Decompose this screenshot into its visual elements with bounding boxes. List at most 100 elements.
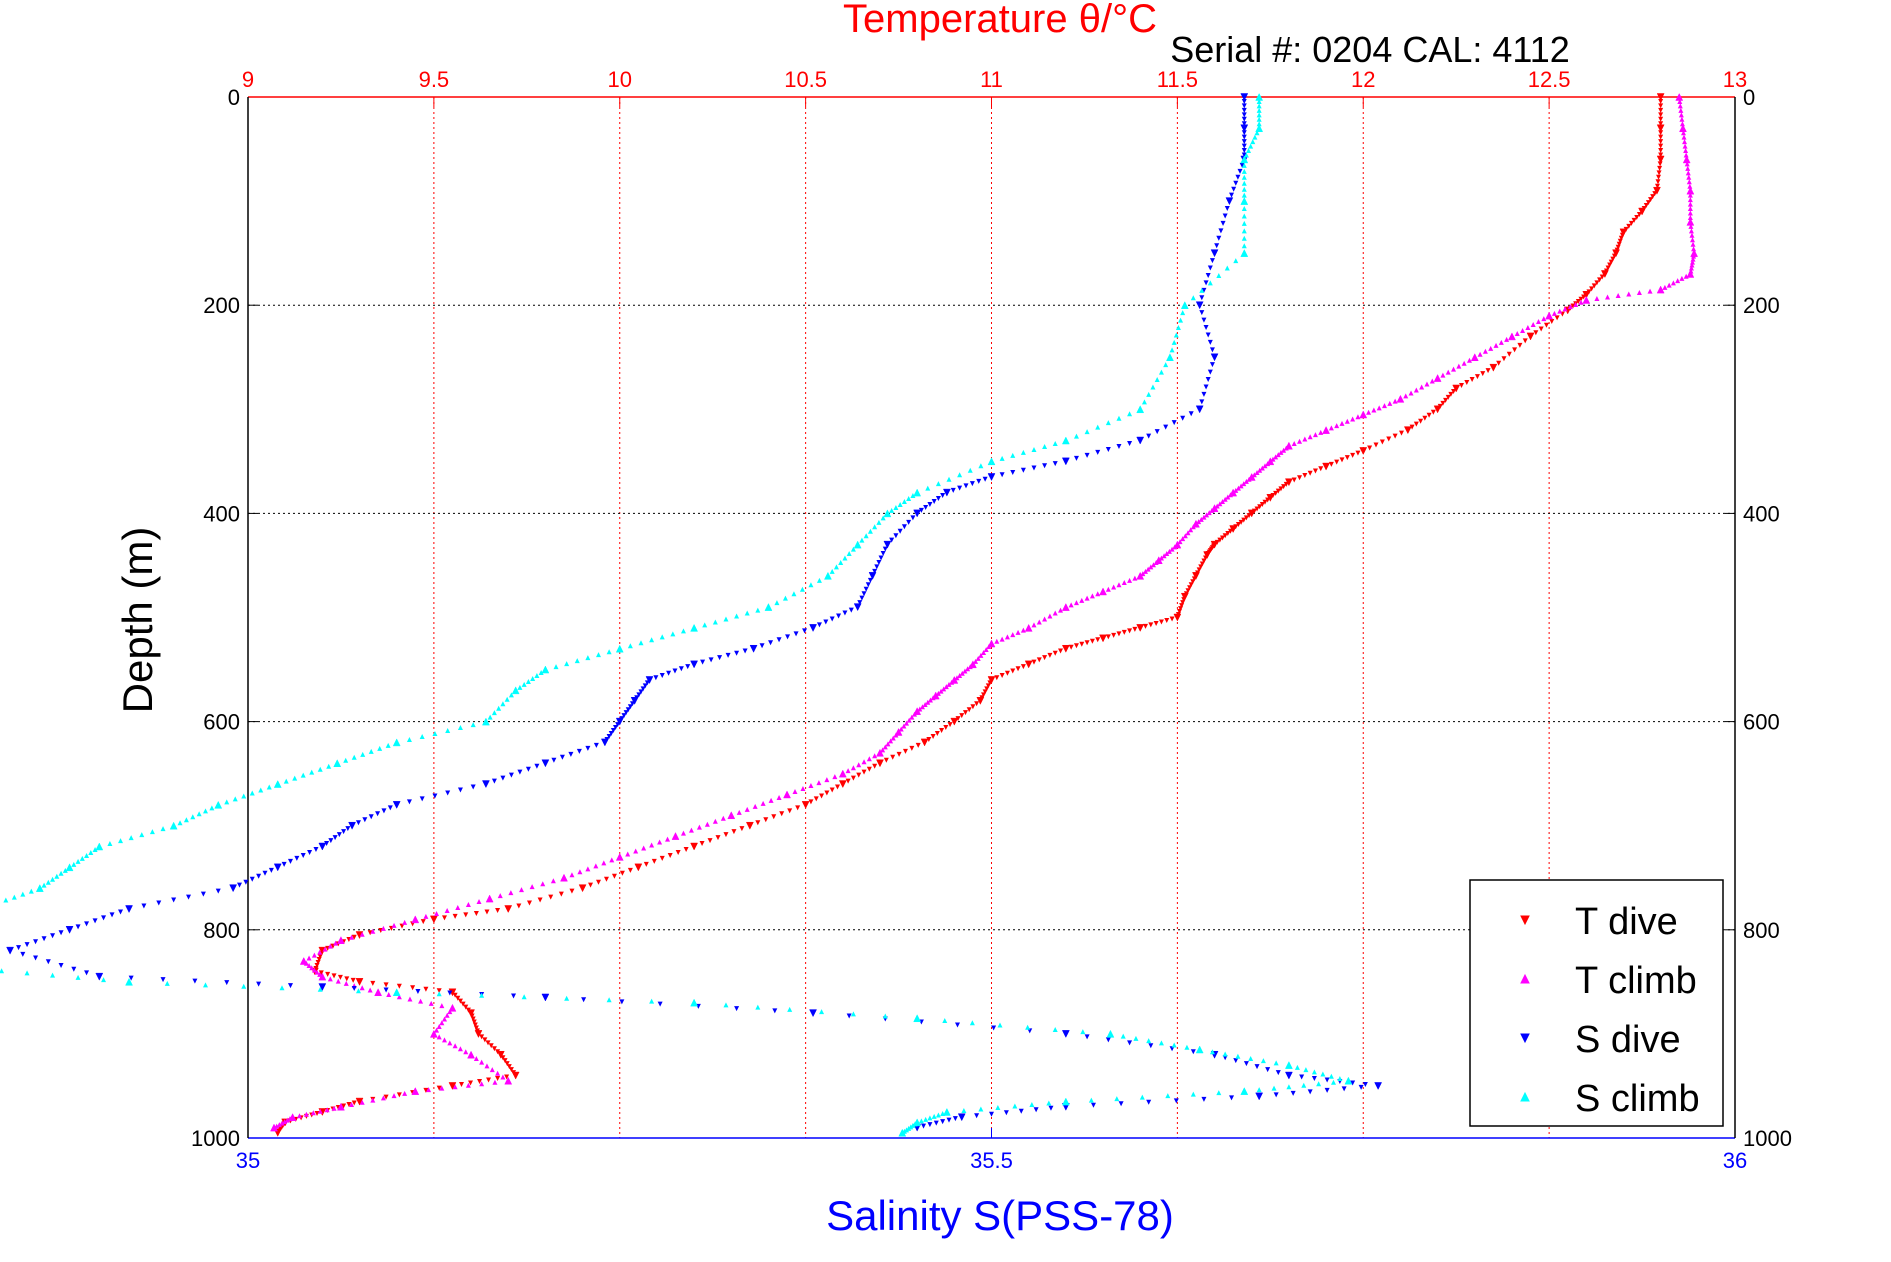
- data-point-interp: [1241, 148, 1247, 154]
- data-point-interp: [1418, 418, 1424, 424]
- data-point-interp: [1080, 1029, 1086, 1035]
- data-point-interp: [619, 999, 625, 1005]
- data-point-interp: [473, 1055, 479, 1061]
- data-point-interp: [723, 832, 729, 838]
- data-point-interp: [1648, 197, 1654, 203]
- data-point-interp: [627, 704, 633, 710]
- data-point-interp: [842, 555, 848, 561]
- data-point-interp: [1173, 332, 1179, 338]
- data-point-interp: [588, 882, 594, 888]
- data-point-interp: [317, 1108, 323, 1114]
- data-point-interp: [92, 846, 98, 852]
- data-point-interp: [391, 1093, 397, 1099]
- data-point-interp: [1220, 499, 1226, 505]
- data-point-interp: [1278, 486, 1284, 492]
- data-point-interp: [1328, 461, 1334, 467]
- data-point-interp: [927, 697, 933, 703]
- data-point-interp: [350, 977, 356, 983]
- data-point-interp: [1658, 134, 1664, 140]
- data-point-interp: [1012, 1103, 1018, 1109]
- data-point-interp: [1656, 174, 1662, 180]
- data-point-interp: [918, 1118, 924, 1124]
- data-point-interp: [1658, 107, 1664, 113]
- data-point-interp: [1683, 152, 1689, 158]
- data-point-interp: [1551, 310, 1557, 316]
- data-point-interp: [585, 866, 591, 872]
- data-point-interp: [568, 751, 574, 757]
- data-point-interp: [1259, 501, 1265, 507]
- data-point-interp: [723, 616, 729, 622]
- data-point-interp: [281, 861, 287, 867]
- data-point-interp: [898, 726, 904, 732]
- data-point-interp: [1241, 107, 1247, 113]
- data-point-interp: [957, 672, 963, 678]
- data-point-interp: [33, 939, 39, 945]
- data-point-interp: [1677, 103, 1683, 109]
- data-point-interp: [1199, 287, 1205, 293]
- data-point-interp: [333, 940, 339, 946]
- bottom-tick-label: 35.5: [970, 1148, 1013, 1173]
- data-point-interp: [931, 499, 937, 505]
- data-point-interp: [1218, 228, 1224, 234]
- data-point-interp: [883, 757, 889, 763]
- data-point-interp: [311, 967, 317, 973]
- data-point-interp: [508, 890, 514, 896]
- data-point-interp: [1231, 186, 1237, 192]
- data-point-interp: [224, 980, 230, 986]
- data-point-interp: [460, 1001, 466, 1007]
- data-point-interp: [351, 986, 357, 992]
- data-point-interp: [976, 478, 982, 484]
- data-point-interp: [670, 631, 676, 637]
- data-point-interp: [402, 1090, 408, 1096]
- data-point: [541, 993, 550, 1002]
- data-point: [868, 572, 877, 580]
- data-point-interp: [1283, 445, 1289, 451]
- data-point-interp: [906, 519, 912, 525]
- data-point-interp: [1010, 470, 1016, 476]
- legend-marker: [1520, 1091, 1530, 1102]
- data-point-interp: [1220, 535, 1226, 541]
- data-point-interp: [241, 793, 247, 799]
- data-point-interp: [1042, 463, 1048, 469]
- data-point-interp: [1690, 256, 1696, 262]
- data-point-interp: [370, 980, 376, 986]
- data-point-interp: [200, 891, 206, 897]
- legend-box: [1469, 879, 1724, 1127]
- data-point-interp: [593, 863, 599, 869]
- data-point-interp: [856, 762, 862, 768]
- data-point-interp: [118, 909, 124, 915]
- data-point-interp: [328, 838, 334, 844]
- x-axis-label: Salinity S(PSS-78): [826, 1192, 1174, 1239]
- data-point-interp: [915, 742, 921, 748]
- data-point-interp: [149, 829, 155, 835]
- data-point-interp: [1690, 241, 1696, 247]
- data-point-interp: [1320, 1071, 1326, 1077]
- data-point-interp: [1657, 165, 1663, 171]
- data-point-interp: [402, 919, 408, 925]
- data-point-interp: [923, 1116, 929, 1122]
- data-point-interp: [1199, 310, 1205, 316]
- data-point: [764, 603, 773, 611]
- data-point-interp: [434, 910, 440, 916]
- data-point-interp: [525, 678, 531, 684]
- data-point-interp: [386, 991, 392, 997]
- data-point-interp: [1241, 116, 1247, 122]
- data-point-interp: [927, 1122, 933, 1128]
- data-point-interp: [925, 485, 931, 491]
- data-point-interp: [922, 701, 928, 707]
- data-point-interp: [508, 1067, 514, 1073]
- data-point-interp: [1451, 366, 1457, 372]
- bottom-tick-label: 35: [236, 1148, 260, 1173]
- data-point-interp: [355, 820, 361, 826]
- data-point-interp: [1658, 143, 1664, 149]
- data-point-interp: [1413, 387, 1419, 393]
- data-point-interp: [845, 778, 851, 784]
- data-point: [273, 780, 282, 788]
- data-point-interp: [838, 559, 844, 565]
- data-point-interp: [782, 595, 788, 601]
- data-point-interp: [1031, 465, 1037, 471]
- data-point-interp: [1175, 325, 1181, 331]
- data-point-interp: [1198, 516, 1204, 522]
- data-point: [1396, 394, 1405, 403]
- data-point-interp: [1073, 455, 1079, 461]
